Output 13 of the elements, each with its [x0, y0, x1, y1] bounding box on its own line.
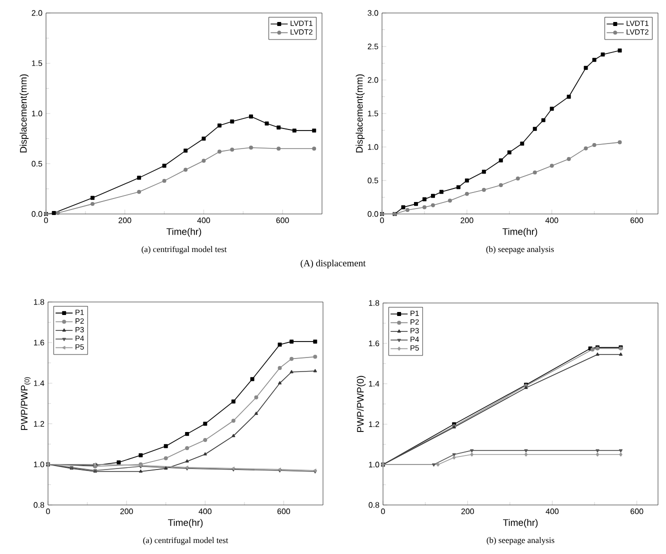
- y-axis-title: Displacement(mm): [20, 74, 29, 152]
- x-axis-title: Time(hr): [166, 228, 202, 237]
- y-axis-title: PWP/PWP$_{(0)}$: [20, 377, 31, 430]
- text: (a) centrifugal model test: [143, 537, 228, 545]
- text: (a) centrifugal model test: [142, 246, 227, 254]
- x-axis-title: Time(hr): [502, 228, 538, 237]
- text: (b) seepage analysis: [486, 537, 554, 545]
- text: (b) seepage analysis: [486, 246, 554, 254]
- x-axis-title: Time(hr): [503, 518, 538, 528]
- y-axis-title: Displacement(mm): [356, 74, 365, 152]
- x-axis-title: Time(hr): [168, 518, 203, 528]
- text: (A) displacement: [300, 260, 366, 268]
- y-axis-title: PWP/PWP(0): [356, 376, 366, 432]
